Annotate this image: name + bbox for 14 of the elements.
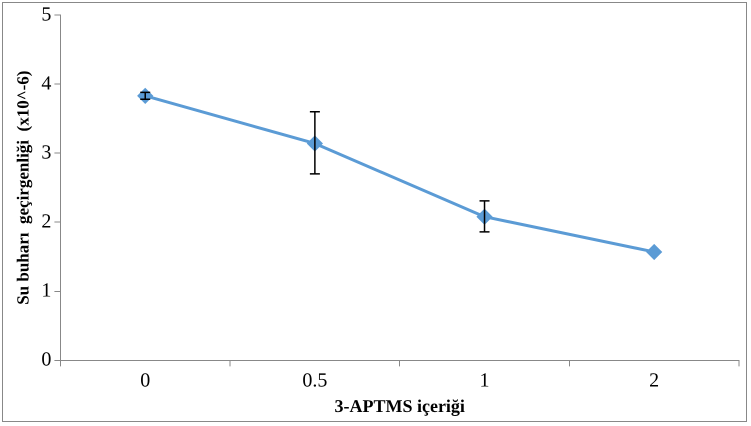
x-tick-label: 1	[480, 370, 490, 392]
y-tick-label: 5	[41, 3, 52, 26]
x-tick-label: 2	[649, 370, 660, 392]
y-tick-label: 2	[41, 210, 52, 232]
y-tick-label: 3	[41, 141, 52, 164]
x-tick-label: 0.5	[302, 370, 328, 392]
point	[138, 88, 153, 104]
y-tick-label: 4	[41, 72, 52, 94]
x-tick-label: 0	[140, 370, 150, 392]
y-tick-label: 1	[41, 280, 52, 302]
point	[646, 244, 662, 260]
x-axis-title: 3-APTMS içeriği	[334, 396, 465, 416]
y-tick-label: 0	[41, 348, 52, 371]
y-axis-title: Su buharı geçirgenliği (x10^-6)	[14, 70, 33, 305]
